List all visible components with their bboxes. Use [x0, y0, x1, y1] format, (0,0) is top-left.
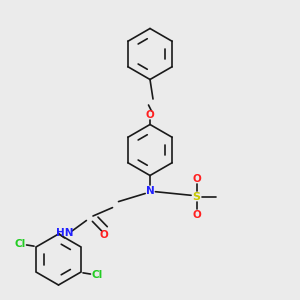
Text: O: O	[192, 173, 201, 184]
Text: S: S	[193, 191, 200, 202]
Text: Cl: Cl	[92, 270, 103, 280]
Text: O: O	[192, 209, 201, 220]
Text: Cl: Cl	[14, 239, 26, 249]
Text: HN: HN	[56, 227, 73, 238]
Text: O: O	[146, 110, 154, 121]
Text: N: N	[146, 185, 154, 196]
Text: O: O	[99, 230, 108, 240]
